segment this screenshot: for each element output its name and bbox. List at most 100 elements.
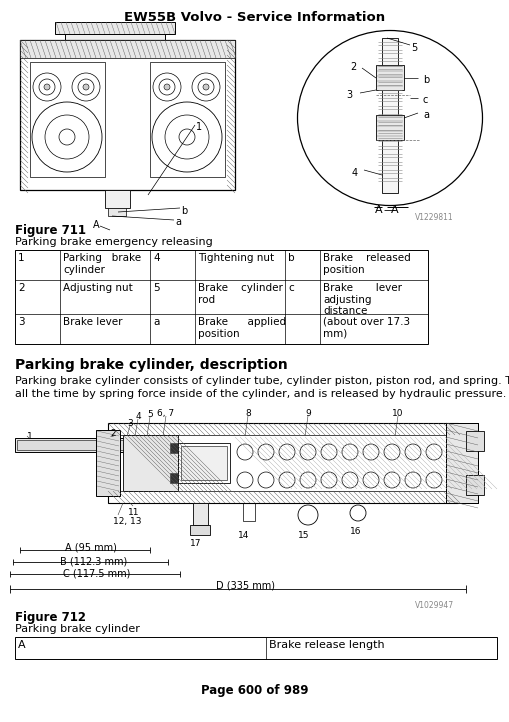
Text: 5: 5 — [147, 410, 153, 419]
Text: 2: 2 — [110, 429, 116, 438]
Text: Parking brake cylinder: Parking brake cylinder — [15, 624, 139, 634]
Circle shape — [349, 505, 365, 521]
Text: a: a — [422, 110, 428, 120]
Text: Brake lever: Brake lever — [63, 317, 122, 327]
Text: (about over 17.3
mm): (about over 17.3 mm) — [322, 317, 409, 339]
Text: Brake release length: Brake release length — [268, 640, 384, 650]
Bar — [15, 250, 427, 344]
Text: a: a — [175, 217, 181, 227]
Text: 4: 4 — [153, 253, 159, 263]
Text: Figure 712: Figure 712 — [15, 611, 86, 624]
Bar — [178, 443, 230, 483]
Circle shape — [44, 84, 50, 90]
Text: 6, 7: 6, 7 — [157, 409, 174, 418]
Text: 15: 15 — [297, 531, 309, 540]
Text: Brake    cylinder
rod: Brake cylinder rod — [197, 283, 282, 305]
Text: Parking brake emergency releasing: Parking brake emergency releasing — [15, 237, 212, 247]
Ellipse shape — [297, 30, 482, 206]
Text: A: A — [93, 220, 99, 230]
Text: b: b — [181, 206, 187, 216]
Text: Parking   brake
cylinder: Parking brake cylinder — [63, 253, 141, 274]
Text: 16: 16 — [349, 527, 361, 536]
Text: Adjusting nut: Adjusting nut — [63, 283, 132, 293]
Text: 9: 9 — [304, 409, 310, 418]
Bar — [465, 475, 483, 495]
Text: A: A — [390, 205, 398, 215]
Text: 14: 14 — [238, 531, 249, 540]
Bar — [169, 443, 178, 453]
Text: 3: 3 — [127, 419, 133, 428]
Text: Brake      applied
position: Brake applied position — [197, 317, 286, 339]
Bar — [181, 446, 227, 480]
Text: D (335 mm): D (335 mm) — [216, 581, 274, 591]
Bar — [30, 62, 105, 177]
Text: Brake    released
position: Brake released position — [322, 253, 410, 274]
Text: 2: 2 — [18, 283, 24, 293]
Circle shape — [83, 84, 89, 90]
Text: 5: 5 — [153, 283, 159, 293]
Text: 1: 1 — [195, 122, 202, 132]
Text: all the time by spring force inside of the cylinder, and is released by hydrauli: all the time by spring force inside of t… — [15, 389, 505, 399]
Bar — [465, 431, 483, 451]
Bar — [375, 115, 403, 140]
Text: Brake       lever
adjusting
distance: Brake lever adjusting distance — [322, 283, 401, 316]
Bar — [190, 525, 210, 535]
Text: 17: 17 — [190, 539, 201, 548]
Text: V1029947: V1029947 — [414, 601, 453, 610]
Text: c: c — [422, 95, 428, 105]
Text: A: A — [374, 205, 382, 215]
Text: Parking brake cylinder, description: Parking brake cylinder, description — [15, 358, 287, 372]
Text: Figure 711: Figure 711 — [15, 224, 86, 237]
Circle shape — [203, 84, 209, 90]
Bar — [445, 423, 477, 503]
Bar — [17, 440, 131, 450]
Bar — [381, 38, 397, 193]
Bar — [15, 637, 496, 659]
Text: 3: 3 — [345, 90, 351, 100]
Bar — [96, 430, 120, 496]
Bar — [15, 438, 133, 452]
Bar — [108, 423, 457, 503]
Text: A: A — [18, 640, 25, 650]
Text: Page 600 of 989: Page 600 of 989 — [201, 684, 308, 697]
Bar — [65, 25, 165, 47]
Bar — [120, 435, 445, 491]
Circle shape — [297, 505, 318, 525]
Text: 2: 2 — [349, 62, 356, 72]
Text: 12, 13: 12, 13 — [113, 517, 141, 526]
Text: b: b — [422, 75, 429, 85]
Bar — [242, 503, 254, 521]
Text: c: c — [288, 283, 293, 293]
Text: 8: 8 — [245, 409, 250, 418]
Text: A (95 mm): A (95 mm) — [65, 543, 117, 553]
Text: 11: 11 — [128, 508, 139, 517]
Text: Tightening nut: Tightening nut — [197, 253, 274, 263]
Bar — [55, 22, 175, 34]
Bar — [20, 40, 235, 58]
Bar — [169, 473, 178, 483]
Bar — [375, 65, 403, 90]
Text: b: b — [288, 253, 294, 263]
Circle shape — [164, 84, 169, 90]
Text: 10: 10 — [391, 409, 403, 418]
Text: Parking brake cylinder consists of cylinder tube, cylinder piston, piston rod, a: Parking brake cylinder consists of cylin… — [15, 376, 509, 386]
Text: 4: 4 — [351, 168, 357, 178]
Text: a: a — [153, 317, 159, 327]
Text: 3: 3 — [18, 317, 24, 327]
Text: C (117.5 mm): C (117.5 mm) — [63, 568, 130, 578]
Bar — [20, 40, 235, 190]
Bar — [105, 190, 130, 208]
Bar — [445, 423, 477, 503]
Text: —: — — [382, 205, 393, 215]
Text: 4: 4 — [135, 412, 140, 421]
Text: EW55B Volvo - Service Information: EW55B Volvo - Service Information — [124, 11, 385, 24]
Bar — [192, 503, 208, 525]
Text: B (112.3 mm): B (112.3 mm) — [60, 556, 127, 566]
Text: V1229811: V1229811 — [414, 213, 453, 222]
Bar — [150, 62, 224, 177]
Text: 1: 1 — [18, 253, 24, 263]
Bar — [123, 435, 178, 491]
Bar — [108, 208, 126, 216]
Text: 1: 1 — [27, 432, 33, 441]
Text: 5: 5 — [410, 43, 416, 53]
